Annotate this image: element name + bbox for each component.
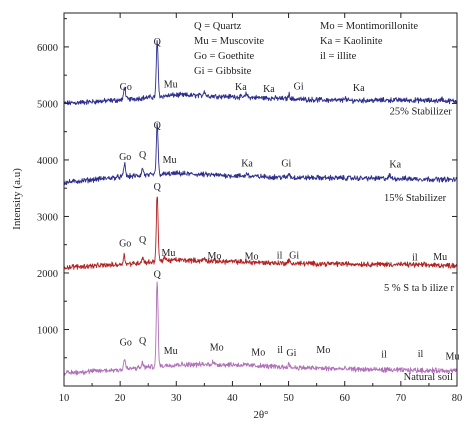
y-tick-label: 3000 bbox=[37, 212, 58, 223]
y-axis-ticks: 1000 2000 3000 4000 5000 6000 bbox=[37, 18, 457, 359]
peak-label: Mo bbox=[245, 251, 259, 262]
x-axis-ticks: 10 20 30 40 50 60 70 80 bbox=[59, 13, 463, 404]
peak-label: Gi bbox=[286, 348, 296, 359]
y-tick-label: 4000 bbox=[37, 156, 58, 167]
peak-label: il bbox=[277, 250, 283, 261]
peak-label: Q bbox=[139, 235, 147, 246]
peak-label: Gi bbox=[294, 81, 304, 92]
peak-label: Ka bbox=[353, 83, 365, 94]
peak-label: Mo bbox=[208, 251, 222, 262]
peak-label: Go bbox=[119, 238, 131, 249]
peak-label: Q bbox=[154, 269, 162, 280]
x-tick-label: 40 bbox=[227, 393, 238, 404]
legend-montmorillonite: Mo = Montimorillonite bbox=[320, 21, 418, 32]
x-axis-title: 2θ° bbox=[253, 409, 268, 421]
x-tick-label: 60 bbox=[339, 393, 350, 404]
peak-label: Q bbox=[139, 150, 147, 161]
series-trace-0 bbox=[63, 39, 458, 106]
legend-left: Q = Quartz Mu = Muscovite Go = Goethite … bbox=[194, 21, 264, 77]
legend-quartz: Q = Quartz bbox=[194, 21, 242, 32]
peak-label: Gi bbox=[289, 250, 299, 261]
x-tick-label: 80 bbox=[452, 393, 463, 404]
peak-label: Go bbox=[120, 82, 132, 93]
peak-label: Gi bbox=[281, 159, 291, 170]
y-axis-title: Intensity (a.u) bbox=[11, 168, 23, 230]
peak-label: il bbox=[412, 253, 418, 264]
series-trace-3 bbox=[63, 281, 458, 376]
peak-label: Ka bbox=[389, 159, 401, 170]
peak-label: Q bbox=[154, 120, 162, 131]
peak-label: Mu bbox=[163, 155, 177, 166]
legend-muscovite: Mu = Muscovite bbox=[194, 36, 264, 47]
series-label: 5 % S ta b ilize r bbox=[384, 283, 454, 294]
y-tick-label: 2000 bbox=[37, 269, 58, 280]
series-label: 15% Stabilizer bbox=[384, 193, 447, 204]
x-tick-label: 50 bbox=[283, 393, 294, 404]
peak-label: il bbox=[277, 345, 283, 356]
peak-label: Q bbox=[154, 182, 162, 193]
peak-label: Mu bbox=[164, 80, 178, 91]
series-label: Natural soil bbox=[404, 372, 453, 383]
series-label: 25% Stabilizer bbox=[390, 107, 453, 118]
series-traces bbox=[63, 39, 458, 376]
legend-kaolinite: Ka = Kaolinite bbox=[320, 36, 383, 47]
peak-label: il bbox=[418, 349, 424, 360]
x-tick-label: 30 bbox=[171, 393, 182, 404]
peak-label: Mo bbox=[210, 342, 224, 353]
peak-label: Ka bbox=[263, 84, 275, 95]
legend-right: Mo = Montimorillonite Ka = Kaolinite il … bbox=[320, 21, 418, 62]
peak-label: Q bbox=[154, 37, 162, 48]
peak-label: Mu bbox=[164, 346, 178, 357]
series-labels: 25% Stabilizer 15% Stabilizer 5 % S ta b i… bbox=[384, 107, 454, 383]
y-tick-label: 1000 bbox=[37, 325, 58, 336]
peak-label: Go bbox=[119, 152, 131, 163]
peak-label: Mu bbox=[446, 351, 460, 362]
x-tick-label: 20 bbox=[115, 393, 126, 404]
peak-label: Go bbox=[120, 337, 132, 348]
peak-label: Mu bbox=[433, 252, 447, 263]
peak-label: il bbox=[381, 350, 387, 361]
legend-illite: il = illite bbox=[320, 51, 357, 62]
y-tick-label: 6000 bbox=[37, 43, 58, 54]
peak-label: Ka bbox=[241, 159, 253, 170]
legend-goethite: Go = Goethite bbox=[194, 51, 254, 62]
peak-label: Ka bbox=[235, 82, 247, 93]
legend-gibbsite: Gi = Gibbsite bbox=[194, 66, 252, 77]
series-trace-1 bbox=[63, 122, 458, 186]
peak-label: Mo bbox=[316, 345, 330, 356]
y-tick-label: 5000 bbox=[37, 99, 58, 110]
peak-label: Mo bbox=[251, 347, 265, 358]
x-tick-label: 70 bbox=[396, 393, 407, 404]
peak-label: Mu bbox=[161, 248, 175, 259]
peak-label: Q bbox=[139, 336, 147, 347]
series-trace-2 bbox=[63, 196, 458, 270]
x-tick-label: 10 bbox=[59, 393, 70, 404]
